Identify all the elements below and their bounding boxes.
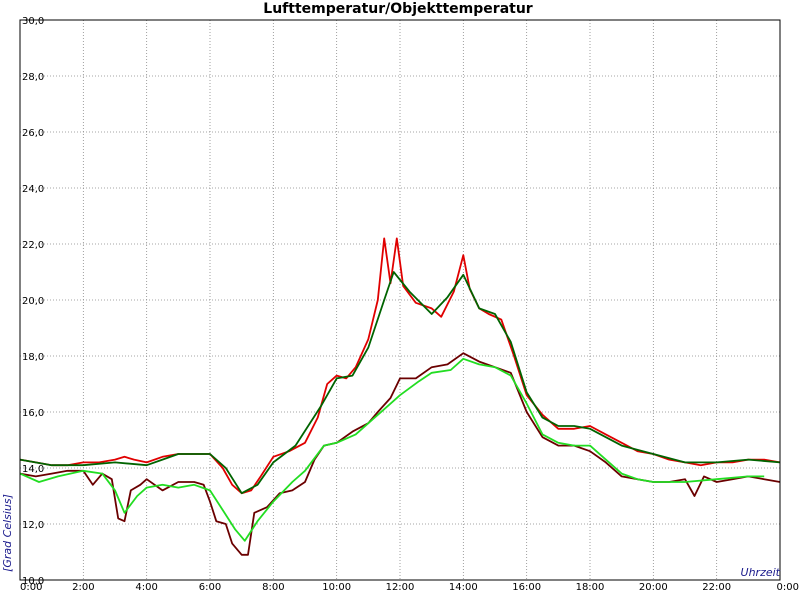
grid-lines (19, 19, 781, 581)
series-line-1 (19, 237, 781, 495)
y-tick-label: 24,0 (22, 184, 44, 195)
x-tick-label: 0:00 (20, 582, 42, 593)
y-tick-label: 30,0 (22, 16, 44, 27)
x-tick-label: 22:00 (702, 582, 731, 593)
x-tick-label: 12:00 (386, 582, 415, 593)
x-tick-label: 8:00 (262, 582, 284, 593)
y-tick-label: 10,0 (22, 576, 44, 587)
chart-title: Lufttemperatur/Objekttemperatur (263, 1, 533, 17)
y-tick-label: 28,0 (22, 72, 44, 83)
y-tick-label: 16,0 (22, 408, 44, 419)
y-tick-label: 22,0 (22, 240, 44, 251)
y-tick-label: 20,0 (22, 296, 44, 307)
x-tick-label: 2:00 (72, 582, 94, 593)
x-tick-label: 6:00 (199, 582, 221, 593)
tick-labels: 10,0 12,0 14,0 16,0 18,0 20,0 22,0 24,0 26,0 28,0… (20, 16, 799, 593)
x-axis-label: Uhrzeit (741, 566, 781, 579)
x-tick-label: 20:00 (639, 582, 668, 593)
y-tick-label: 18,0 (22, 352, 44, 363)
series-layer (19, 237, 781, 556)
series-line-2 (19, 271, 781, 495)
x-tick-label: 0:00 (777, 582, 799, 593)
x-tick-label: 16:00 (512, 582, 541, 593)
x-tick-label: 14:00 (449, 582, 478, 593)
y-tick-label: 26,0 (22, 128, 44, 139)
y-axis-label: [Grad Celsius] (1, 494, 14, 572)
y-tick-label: 14,0 (22, 464, 44, 475)
x-tick-label: 4:00 (135, 582, 157, 593)
series-line-4 (19, 357, 765, 542)
x-tick-label: 18:00 (576, 582, 605, 593)
plot-frame (19, 19, 781, 581)
y-tick-label: 12,0 (22, 520, 44, 531)
x-tick-label: 10:00 (322, 582, 351, 593)
